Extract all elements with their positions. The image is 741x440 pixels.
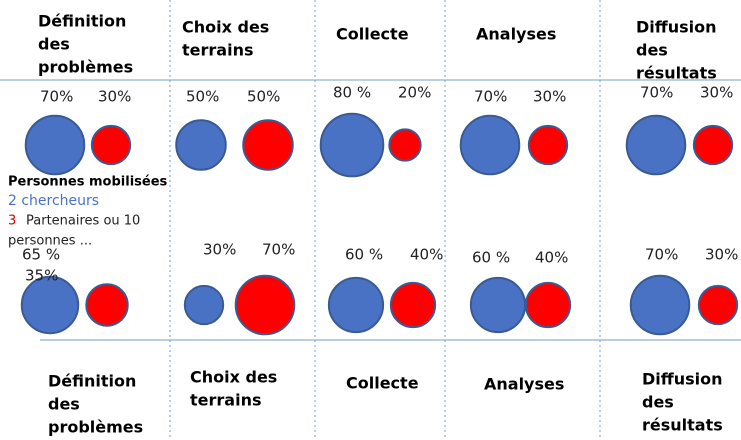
legend-partners-text: Partenaires ou 10 [26,214,140,229]
percent-label: 70% [645,246,678,264]
percent-label: 30% [533,88,566,106]
percent-label: 65 % [22,246,60,264]
stage-header: des [642,393,674,412]
stage-header: problèmes [38,58,133,77]
percent-label: 70% [640,84,673,102]
stage-header: Analyses [484,375,564,394]
bubble [629,274,691,336]
bubble [24,114,86,176]
bubble [524,281,572,329]
percent-label: 35% [25,267,58,285]
percent-label: 40% [535,249,568,267]
stage-header: Définition [38,12,126,31]
stage-header: terrains [190,391,261,410]
percent-label: 30% [98,88,131,106]
percent-label: 70% [474,88,507,106]
bubble [234,274,296,336]
percent-label: 30% [700,84,733,102]
stage-header: des [38,35,70,54]
bubble [90,124,132,166]
bubble [319,112,385,178]
percent-label: 30% [705,246,738,264]
stage-header: Choix des [190,368,277,387]
legend-partners-text: personnes ... [8,234,92,249]
bubble [175,119,227,171]
stage-header: terrains [182,41,253,60]
stage-header: Définition [48,372,136,391]
percent-label: 20% [398,84,431,102]
legend-researchers: 2 chercheurs [8,193,99,209]
stage-header: des [636,41,668,60]
bubble [692,124,734,166]
bubble [625,114,687,176]
percent-label: 60 % [472,249,510,267]
stage-header: résultats [642,416,723,435]
bubble [183,284,225,326]
stage-header: Analyses [476,25,556,44]
bubble [20,275,80,335]
bubble [327,276,385,334]
percent-label: 40% [410,246,443,264]
stage-header: Collecte [346,374,419,393]
bubble [697,284,739,326]
percent-label: 50% [247,88,280,106]
bubble [85,283,129,327]
bubble [469,276,527,334]
stage-header: Diffusion [636,18,717,37]
bubble [527,124,569,166]
stage-header: problèmes [48,418,143,437]
bubble [388,128,422,162]
stage-header: des [48,395,80,414]
stage-header: Choix des [182,18,269,37]
bubble [459,114,521,176]
percent-label: 70% [262,241,295,259]
percent-label: 30% [203,241,236,259]
stage-header: Collecte [336,25,409,44]
bubble [242,119,294,171]
stage-header: Diffusion [642,370,723,389]
percent-label: 70% [40,88,73,106]
stage-header: résultats [636,64,717,83]
percent-label: 60 % [345,246,383,264]
bubble [389,281,437,329]
legend-partners-number: 3 [8,214,16,229]
legend-title: Personnes mobilisées [8,175,168,190]
percent-label: 50% [186,88,219,106]
percent-label: 80 % [333,84,371,102]
